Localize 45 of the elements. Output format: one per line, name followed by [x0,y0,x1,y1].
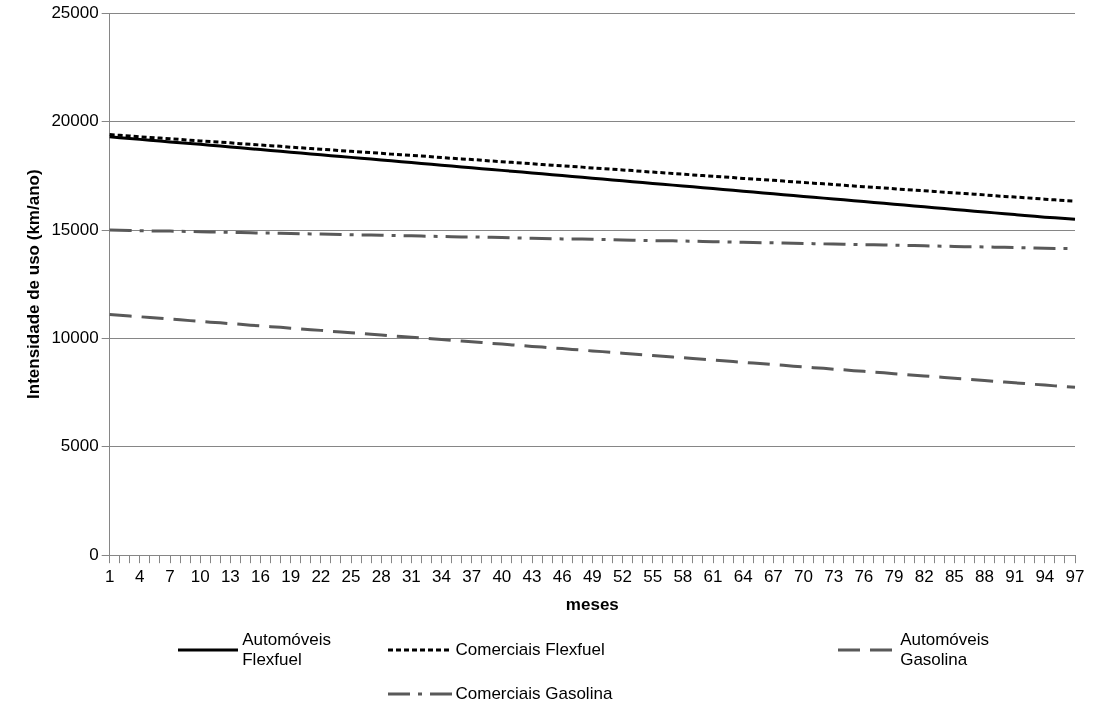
y-tick-label: 25000 [51,2,99,22]
y-tick-label: 10000 [51,328,99,348]
x-axis-title: meses [565,595,619,615]
legend-label: Comerciais Gasolina [455,684,613,704]
x-tick-label: 1 [104,567,115,587]
x-tick-label: 82 [914,567,934,587]
x-tick-label: 91 [1005,567,1025,587]
x-tick-label: 85 [944,567,964,587]
x-tick-label: 19 [281,567,301,587]
x-tick-label: 13 [220,567,240,587]
y-tick-label: 15000 [51,219,99,239]
x-tick-label: 64 [733,567,753,587]
y-tick-label: 5000 [60,436,99,456]
x-tick-label: 40 [492,567,512,587]
x-tick-label: 31 [401,567,421,587]
y-tick-label: 0 [89,544,99,564]
legend-label: Automóveis Gasolina [900,630,990,670]
x-tick-label: 73 [824,567,844,587]
x-tick-label: 16 [251,567,270,587]
y-tick-label: 20000 [51,111,99,131]
x-tick-label: 46 [552,567,572,587]
x-tick-label: 28 [371,567,391,587]
x-tick-label: 52 [613,567,632,587]
x-tick-label: 25 [341,567,361,587]
x-tick-label: 55 [643,567,663,587]
x-tick-label: 88 [975,567,994,587]
x-tick-label: 4 [135,567,145,587]
x-tick-label: 49 [582,567,602,587]
x-tick-label: 76 [854,567,874,587]
x-tick-label: 67 [763,567,783,587]
x-tick-label: 37 [462,567,482,587]
x-tick-label: 7 [165,567,175,587]
x-tick-label: 79 [884,567,904,587]
x-tick-label: 70 [794,567,813,587]
x-tick-label: 34 [432,567,451,587]
x-tick-label: 94 [1035,567,1055,587]
y-axis-title: Intensidade de uso (km/ano) [23,169,43,399]
x-tick-label: 22 [311,567,331,587]
x-tick-label: 61 [703,567,723,587]
x-tick-label: 58 [673,567,693,587]
legend-label: Automóveis Flexfuel [242,630,333,670]
x-tick-label: 43 [522,567,542,587]
legend-label: Comerciais Flexfuel [455,640,605,660]
x-tick-label: 97 [1065,567,1085,587]
x-tick-label: 10 [190,567,210,587]
